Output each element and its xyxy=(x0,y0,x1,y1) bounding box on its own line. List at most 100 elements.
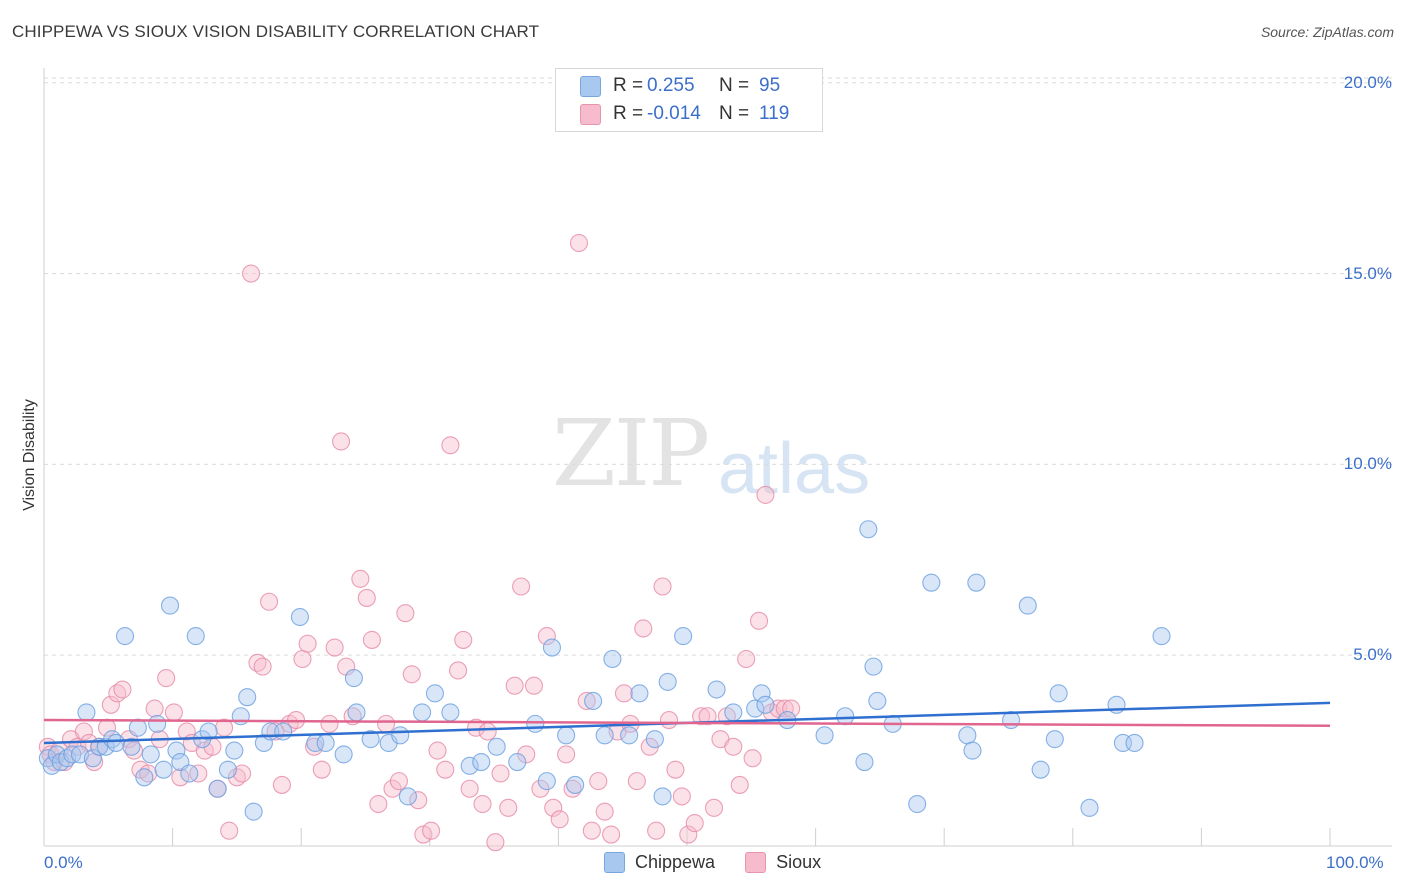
sioux-point xyxy=(377,714,396,733)
sioux-point xyxy=(293,649,312,669)
chippewa-point xyxy=(908,794,927,814)
sioux-point xyxy=(74,722,93,741)
chippewa-point xyxy=(83,749,102,768)
sioux-point xyxy=(460,779,479,798)
legend-item-chippewa[interactable]: Chippewa xyxy=(604,852,715,873)
chippewa-point xyxy=(1080,798,1099,817)
sioux-point xyxy=(537,627,556,646)
chippewa-point xyxy=(1049,684,1068,703)
chippewa-point xyxy=(460,756,479,775)
legend-label-chippewa: Chippewa xyxy=(635,852,716,872)
legend-label-sioux: Sioux xyxy=(776,852,822,872)
x-tick-label-max: 100.0% xyxy=(1326,853,1384,872)
chippewa-point xyxy=(115,627,135,646)
sioux-point xyxy=(312,760,331,779)
chippewa-point xyxy=(141,745,160,764)
sioux-point xyxy=(524,676,544,695)
chippewa-point xyxy=(347,703,366,722)
chippewa-point xyxy=(864,657,883,676)
chippewa-point xyxy=(334,745,353,764)
chippewa-point xyxy=(1031,760,1050,779)
sioux-swatch xyxy=(745,852,767,873)
chippewa-point xyxy=(208,779,227,798)
sioux-point xyxy=(113,680,132,699)
chippewa-point xyxy=(487,737,506,756)
chippewa-point xyxy=(167,741,186,760)
sioux-point xyxy=(775,699,794,718)
chippewa-point xyxy=(557,726,576,745)
chippewa-point xyxy=(674,627,693,646)
chippewa-point xyxy=(537,772,556,791)
chippewa-point xyxy=(128,718,147,737)
chippewa-point xyxy=(391,726,410,745)
chippewa-point xyxy=(855,752,874,772)
chippewa-point xyxy=(218,760,237,779)
sioux-point xyxy=(531,779,550,798)
chippewa-point xyxy=(63,745,82,764)
chippewa-point xyxy=(1045,730,1064,749)
r-value: 0.255 xyxy=(647,75,695,96)
legend-row-sioux: R = -0.014 N = 119 xyxy=(580,101,789,127)
sioux-point xyxy=(351,569,370,588)
sioux-point xyxy=(557,745,576,764)
chippewa-point xyxy=(566,775,585,794)
sioux-point xyxy=(692,707,711,726)
sioux-point xyxy=(402,665,421,684)
y-tick-label: 10.0% xyxy=(1343,454,1392,474)
sioux-point xyxy=(298,634,317,653)
sioux-point xyxy=(232,764,252,783)
sioux-point xyxy=(101,695,120,714)
sioux-point xyxy=(157,669,176,688)
chippewa-point xyxy=(595,726,614,745)
sioux-point xyxy=(577,691,596,711)
sioux-point xyxy=(550,810,569,829)
chippewa-point xyxy=(752,684,771,703)
chippewa-point xyxy=(398,787,417,806)
sioux-swatch xyxy=(580,103,601,125)
grid-lines xyxy=(44,77,1392,656)
sioux-point xyxy=(369,794,388,814)
chippewa-point xyxy=(199,722,218,741)
chippewa-point xyxy=(836,707,855,726)
chippewa-point xyxy=(658,672,677,691)
chippewa-point xyxy=(645,730,664,749)
chippewa-point xyxy=(441,703,460,722)
sioux-point xyxy=(272,775,291,794)
sioux-point xyxy=(454,630,473,649)
sioux-point xyxy=(743,749,762,768)
sioux-point xyxy=(171,768,190,787)
sioux-point xyxy=(491,764,510,783)
sioux-point xyxy=(569,233,589,253)
sioux-point xyxy=(685,814,704,833)
chippewa-point xyxy=(96,737,115,756)
sioux-point xyxy=(362,630,381,649)
chippewa-point xyxy=(254,733,273,753)
sioux-point xyxy=(627,772,646,791)
chippewa-point xyxy=(148,714,167,733)
sioux-point xyxy=(396,604,415,623)
sioux-point xyxy=(478,722,497,741)
chippewa-point xyxy=(472,752,491,772)
sioux-point xyxy=(595,802,614,821)
chippewa-point xyxy=(967,573,986,592)
chippewa-point xyxy=(225,741,244,760)
chippewa-point xyxy=(963,741,982,760)
sioux-point xyxy=(582,821,601,840)
chippewa-point xyxy=(238,688,257,707)
chippewa-point xyxy=(1152,627,1171,646)
chippewa-point xyxy=(344,669,363,688)
chippewa-point xyxy=(746,699,765,718)
legend-item-sioux[interactable]: Sioux xyxy=(745,852,821,873)
y-axis-label: Vision Disability xyxy=(21,399,38,511)
sioux-point xyxy=(602,825,621,844)
sioux-point xyxy=(325,638,344,657)
chippewa-point xyxy=(958,726,977,745)
sioux-point xyxy=(259,592,279,611)
sioux-point xyxy=(357,588,376,607)
chippewa-point xyxy=(186,627,205,646)
chart-title: CHIPPEWA VS SIOUX VISION DISABILITY CORR… xyxy=(12,22,540,41)
sioux-point xyxy=(473,794,492,814)
legend-row-chippewa: R = 0.255 N = 95 xyxy=(580,73,780,99)
sioux-point xyxy=(449,661,468,680)
sioux-point xyxy=(730,775,749,794)
